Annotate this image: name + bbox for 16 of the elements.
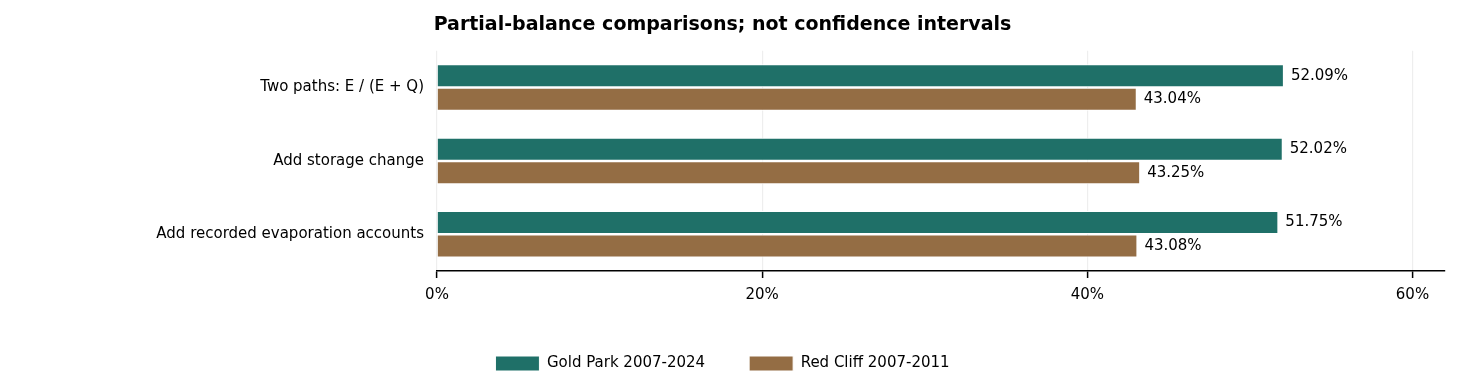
- x-tick-label: 0%: [425, 284, 449, 303]
- data-label: 52.09%: [1290, 65, 1349, 84]
- legend-label: Gold Park 2007-2024: [546, 353, 706, 372]
- x-tick-label: 20%: [745, 284, 779, 303]
- chart-title: Partial-balance comparisons; not confidence intervals: [433, 12, 1012, 35]
- x-tick-label: 40%: [1070, 284, 1104, 303]
- y-tick-label: Add storage change: [273, 150, 424, 169]
- data-label: 52.02%: [1289, 139, 1347, 158]
- data-label: 43.04%: [1143, 89, 1201, 108]
- y-tick-label: Add recorded evaporation accounts: [156, 224, 425, 243]
- y-tick-label: Two paths: E / (E + Q): [259, 77, 424, 96]
- legend-label: Red Cliff 2007-2011: [800, 353, 950, 372]
- x-tick-label: 60%: [1395, 284, 1430, 303]
- data-label: 43.25%: [1147, 162, 1205, 181]
- data-label: 43.08%: [1144, 235, 1202, 254]
- data-label: 51.75%: [1285, 212, 1343, 231]
